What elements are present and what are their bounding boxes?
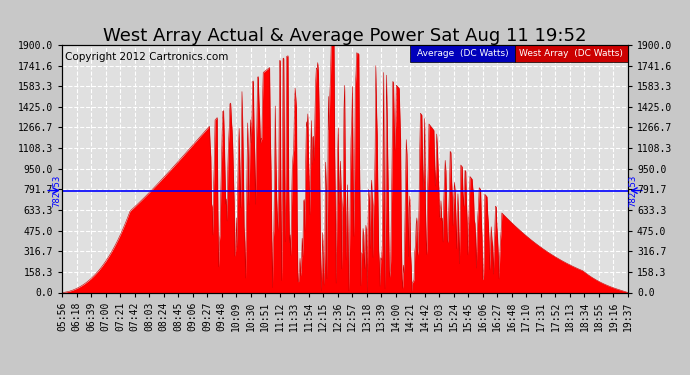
Text: Average  (DC Watts): Average (DC Watts) [417, 49, 509, 58]
Title: West Array Actual & Average Power Sat Aug 11 19:52: West Array Actual & Average Power Sat Au… [104, 27, 586, 45]
Text: 782.53: 782.53 [52, 174, 61, 207]
Text: West Array  (DC Watts): West Array (DC Watts) [520, 49, 623, 58]
Bar [410, 45, 515, 62]
Bar [515, 45, 628, 62]
Text: Copyright 2012 Cartronics.com: Copyright 2012 Cartronics.com [65, 53, 228, 62]
Text: 782.53: 782.53 [629, 174, 638, 207]
